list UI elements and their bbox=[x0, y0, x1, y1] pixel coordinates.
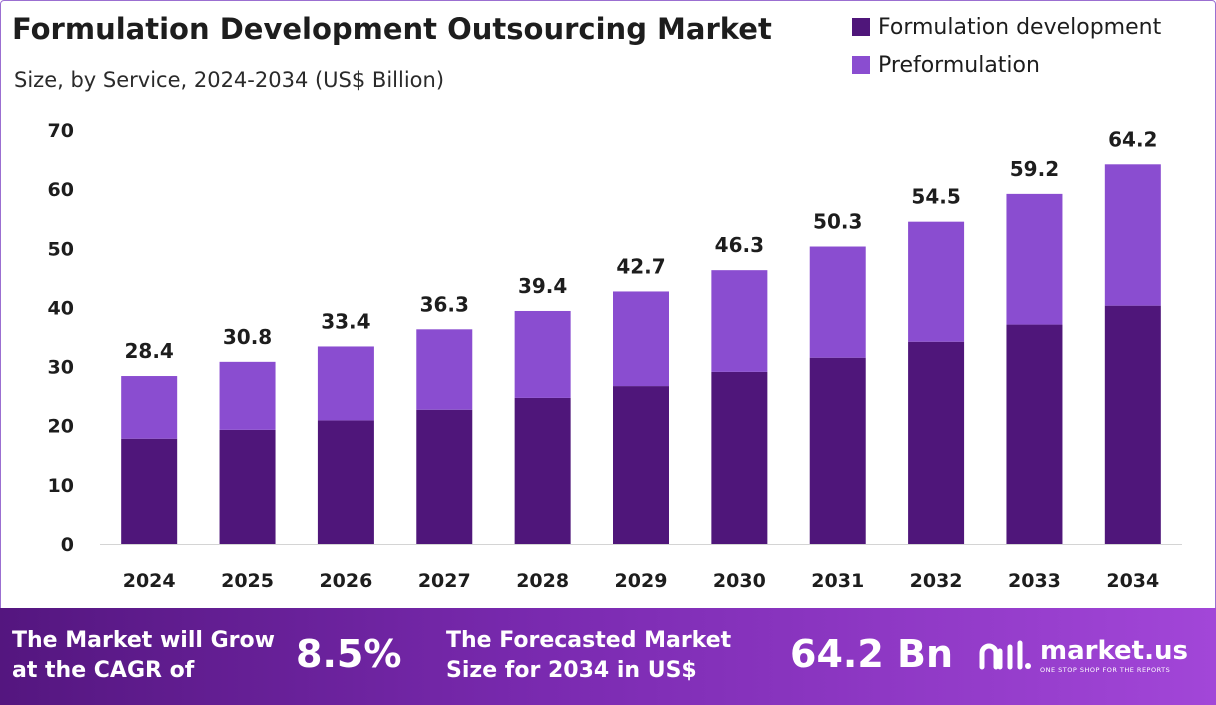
bar-total-label: 54.5 bbox=[911, 185, 960, 209]
bar-formulation-development bbox=[416, 409, 473, 544]
cagr-label-line2: at the CAGR of bbox=[12, 658, 195, 683]
bar-preformulation bbox=[908, 221, 965, 342]
x-tick-label: 2026 bbox=[319, 570, 372, 592]
bar-total-label: 30.8 bbox=[223, 325, 272, 349]
legend-swatch-formulation bbox=[852, 18, 870, 36]
bar-formulation-development bbox=[219, 429, 276, 544]
brand-name: market.us bbox=[1040, 636, 1188, 666]
bar-preformulation bbox=[416, 329, 473, 410]
cagr-label: The Market will Grow at the CAGR of bbox=[12, 626, 275, 686]
bar-preformulation bbox=[1006, 193, 1063, 325]
bar-preformulation bbox=[1104, 164, 1161, 306]
x-tick-label: 2030 bbox=[713, 570, 766, 592]
legend-item-preformulation: Preformulation bbox=[852, 46, 1161, 84]
brand-logo: market.us ONE STOP SHOP FOR THE REPORTS bbox=[978, 638, 1188, 674]
bar-preformulation bbox=[219, 361, 276, 430]
x-tick-label: 2027 bbox=[418, 570, 471, 592]
bar-total-label: 59.2 bbox=[1010, 157, 1059, 181]
bar-preformulation bbox=[514, 310, 571, 398]
bar-total-label: 46.3 bbox=[715, 233, 764, 257]
cagr-value: 8.5% bbox=[296, 632, 402, 676]
x-tick-label: 2028 bbox=[516, 570, 569, 592]
bar-formulation-development bbox=[514, 397, 571, 544]
x-tick-label: 2029 bbox=[615, 570, 668, 592]
x-tick-label: 2034 bbox=[1106, 570, 1159, 592]
legend-item-formulation: Formulation development bbox=[852, 8, 1161, 46]
bar-preformulation bbox=[809, 246, 866, 358]
x-tick-label: 2033 bbox=[1008, 570, 1061, 592]
forecast-label-line1: The Forecasted Market bbox=[446, 628, 732, 653]
footer-banner: The Market will Grow at the CAGR of 8.5%… bbox=[0, 608, 1216, 705]
stacked-bar-chart: 01020304050607028.4202430.8202533.420263… bbox=[48, 120, 1182, 592]
market-us-logo-icon bbox=[979, 640, 1031, 670]
bar-formulation-development bbox=[711, 371, 768, 544]
bar-total-label: 50.3 bbox=[813, 210, 862, 234]
bar-total-label: 33.4 bbox=[321, 309, 370, 333]
bar-formulation-development bbox=[908, 341, 965, 544]
y-tick-label: 0 bbox=[61, 534, 74, 556]
bar-total-label: 36.3 bbox=[420, 292, 469, 316]
x-tick-label: 2024 bbox=[123, 570, 176, 592]
y-tick-label: 40 bbox=[48, 297, 74, 319]
bar-preformulation bbox=[613, 291, 669, 387]
y-tick-label: 10 bbox=[48, 475, 74, 497]
bar-formulation-development bbox=[613, 386, 669, 544]
chart-subtitle: Size, by Service, 2024-2034 (US$ Billion… bbox=[14, 68, 445, 92]
bar-total-label: 64.2 bbox=[1108, 127, 1157, 151]
forecast-value: 64.2 Bn bbox=[790, 632, 954, 676]
bar-total-label: 39.4 bbox=[518, 274, 567, 298]
y-tick-label: 50 bbox=[48, 238, 74, 260]
forecast-label-line2: Size for 2034 in US$ bbox=[446, 658, 697, 683]
legend: Formulation development Preformulation bbox=[852, 8, 1161, 84]
legend-label-formulation: Formulation development bbox=[878, 14, 1162, 40]
bar-preformulation bbox=[711, 270, 768, 372]
bar-total-label: 28.4 bbox=[125, 339, 174, 363]
y-tick-label: 70 bbox=[48, 120, 74, 142]
cagr-label-line1: The Market will Grow bbox=[12, 628, 275, 653]
legend-swatch-preformulation bbox=[852, 56, 870, 74]
y-tick-label: 20 bbox=[48, 416, 74, 438]
chart-title: Formulation Development Outsourcing Mark… bbox=[12, 12, 772, 46]
x-tick-label: 2025 bbox=[221, 570, 274, 592]
x-tick-label: 2032 bbox=[910, 570, 963, 592]
bar-preformulation bbox=[317, 346, 374, 421]
bar-formulation-development bbox=[317, 420, 374, 544]
bar-formulation-development bbox=[1006, 324, 1063, 544]
bar-formulation-development bbox=[1104, 305, 1161, 544]
y-tick-label: 30 bbox=[48, 357, 74, 379]
bar-total-label: 42.7 bbox=[616, 254, 665, 278]
x-tick-label: 2031 bbox=[811, 570, 864, 592]
bar-formulation-development bbox=[809, 357, 866, 544]
forecast-label: The Forecasted Market Size for 2034 in U… bbox=[446, 626, 731, 686]
legend-label-preformulation: Preformulation bbox=[878, 52, 1040, 78]
y-tick-label: 60 bbox=[48, 179, 74, 201]
bar-formulation-development bbox=[121, 438, 178, 544]
bar-preformulation bbox=[121, 376, 178, 439]
brand-tagline: ONE STOP SHOP FOR THE REPORTS bbox=[1040, 666, 1171, 674]
